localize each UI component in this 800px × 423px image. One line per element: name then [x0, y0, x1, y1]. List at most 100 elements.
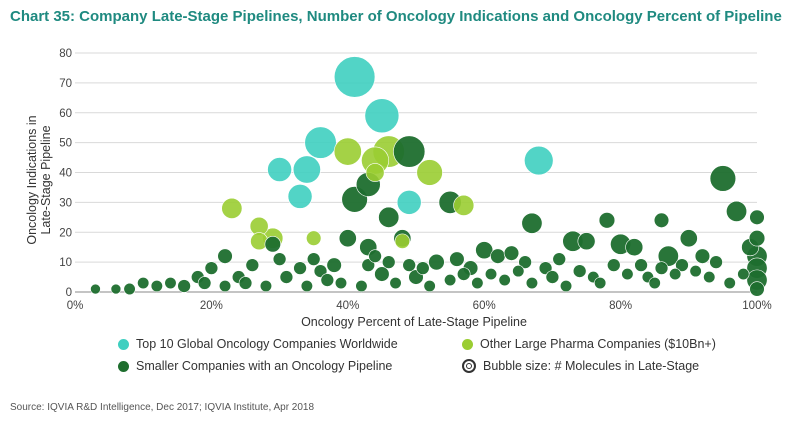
bubble-smaller	[264, 236, 281, 253]
bubble-smaller	[217, 248, 233, 264]
bubble-smaller	[749, 209, 765, 225]
legend-item-top10: Top 10 Global Oncology Companies Worldwi…	[118, 337, 398, 351]
bubble-large-pharma	[365, 163, 385, 182]
legend-label-large-pharma: Other Large Pharma Companies ($10Bn+)	[480, 337, 716, 351]
source-note: Source: IQVIA R&D Intelligence, Dec 2017…	[10, 402, 315, 413]
y-tick-label: 30	[59, 197, 72, 209]
bubble-smaller	[456, 267, 471, 281]
x-tick-label: 60%	[473, 300, 496, 312]
bubble-smaller	[475, 241, 494, 260]
bubble-smaller	[703, 271, 716, 284]
bubble-smaller	[423, 279, 436, 293]
bubble-smaller	[245, 258, 260, 272]
bubble-smaller	[197, 276, 212, 290]
bubble-smaller	[648, 276, 661, 290]
y-tick-label: 10	[59, 257, 72, 269]
bubble-smaller	[259, 279, 273, 293]
x-axis-label: Oncology Percent of Late-Stage Pipeline	[301, 315, 527, 329]
bubble-top10	[304, 126, 337, 159]
y-tick-label: 60	[59, 108, 72, 120]
bubble-smaller	[389, 276, 402, 290]
y-tick-label: 70	[59, 78, 72, 90]
legend-swatch-large-pharma	[462, 338, 473, 350]
bubble-smaller	[577, 232, 596, 251]
legend-label-smaller: Smaller Companies with an Oncology Pipel…	[136, 359, 393, 373]
y-tick-labels: 0 10 20 30 40 50 60 70 80	[59, 48, 72, 299]
bubble-smaller	[300, 279, 313, 293]
bubble-smaller	[320, 273, 335, 287]
bubble-smaller	[306, 252, 321, 266]
bubble-smaller	[634, 258, 648, 272]
legend-label-bubble-size: Bubble size: # Molecules in Late-Stage	[483, 359, 700, 373]
bubble-smaller	[669, 268, 682, 281]
bubble-top10	[524, 145, 554, 176]
bubble-smaller	[150, 279, 163, 293]
y-tick-label: 20	[59, 227, 72, 239]
bubble-smaller	[381, 255, 396, 269]
x-tick-label: 20%	[200, 300, 223, 312]
bubble-top10	[267, 157, 292, 182]
x-tick-label: 80%	[609, 300, 632, 312]
bubble-large-pharma	[221, 197, 243, 219]
bubble-large-pharma	[306, 230, 322, 246]
y-tick-label: 0	[66, 287, 72, 299]
bubble-smaller	[164, 276, 177, 290]
y-axis-label-line-1: Oncology Indications in	[25, 115, 39, 244]
legend-item-bubble-size: Bubble size: # Molecules in Late-Stage	[462, 359, 699, 373]
y-axis-label-line-2: Late-Stage Pipeline	[39, 125, 53, 234]
legend-swatch-smaller	[118, 360, 129, 372]
bubble-smaller	[374, 266, 390, 282]
bubble-smaller	[177, 279, 191, 293]
bubble-smaller	[598, 212, 616, 229]
bubble-smaller	[416, 261, 430, 275]
bubble-smaller	[378, 206, 400, 228]
bubble-top10	[292, 155, 321, 184]
legend-swatch-top10	[118, 338, 129, 350]
bubble-smaller	[238, 276, 253, 290]
bubble-smaller	[594, 276, 607, 290]
x-tick-label: 40%	[336, 300, 359, 312]
bubble-smaller	[607, 258, 621, 272]
x-tick-label: 100%	[742, 300, 771, 312]
bubble-smaller	[428, 253, 445, 271]
bubble-smaller	[654, 261, 669, 275]
legend-item-large-pharma: Other Large Pharma Companies ($10Bn+)	[462, 337, 716, 351]
bubble-smaller	[293, 261, 307, 275]
bubble-smaller	[393, 135, 426, 168]
bubble-smaller	[689, 265, 702, 278]
bubble-large-pharma	[416, 159, 443, 186]
bubble-top10	[287, 184, 313, 209]
bubble-smaller	[525, 276, 539, 290]
bubble-smaller	[657, 245, 679, 267]
legend-item-smaller: Smaller Companies with an Oncology Pipel…	[118, 359, 392, 373]
grid-lines	[75, 52, 757, 293]
bubble-large-pharma	[333, 137, 362, 166]
bubble-smaller	[709, 165, 737, 192]
bubble-smaller	[737, 268, 750, 281]
bubble-smaller	[726, 200, 748, 222]
bubble-smaller	[572, 264, 587, 278]
bubble-smaller	[444, 273, 457, 287]
bubble-large-pharma	[394, 233, 411, 249]
bubble-smaller	[559, 279, 573, 293]
bubble-smaller	[621, 268, 634, 281]
bubble-smaller	[694, 248, 711, 264]
bubble-smaller	[449, 251, 465, 267]
bubble-smaller	[749, 281, 765, 297]
bubble-smaller	[204, 261, 219, 275]
bubble-size-icon	[462, 359, 476, 373]
bubble-smaller	[355, 279, 368, 293]
legend-label-top10: Top 10 Global Oncology Companies Worldwi…	[136, 337, 398, 351]
bubbles	[90, 56, 768, 297]
bubble-smaller	[484, 268, 498, 281]
bubble-top10	[364, 98, 400, 134]
bubble-smaller	[552, 252, 566, 266]
bubble-smaller	[709, 255, 723, 269]
bubble-smaller	[653, 212, 670, 228]
bubble-smaller	[137, 276, 150, 290]
bubble-smaller	[334, 276, 348, 290]
bubble-smaller	[490, 248, 506, 264]
chart-title: Chart 35: Company Late-Stage Pipelines, …	[10, 8, 782, 25]
bubble-smaller	[313, 264, 328, 278]
